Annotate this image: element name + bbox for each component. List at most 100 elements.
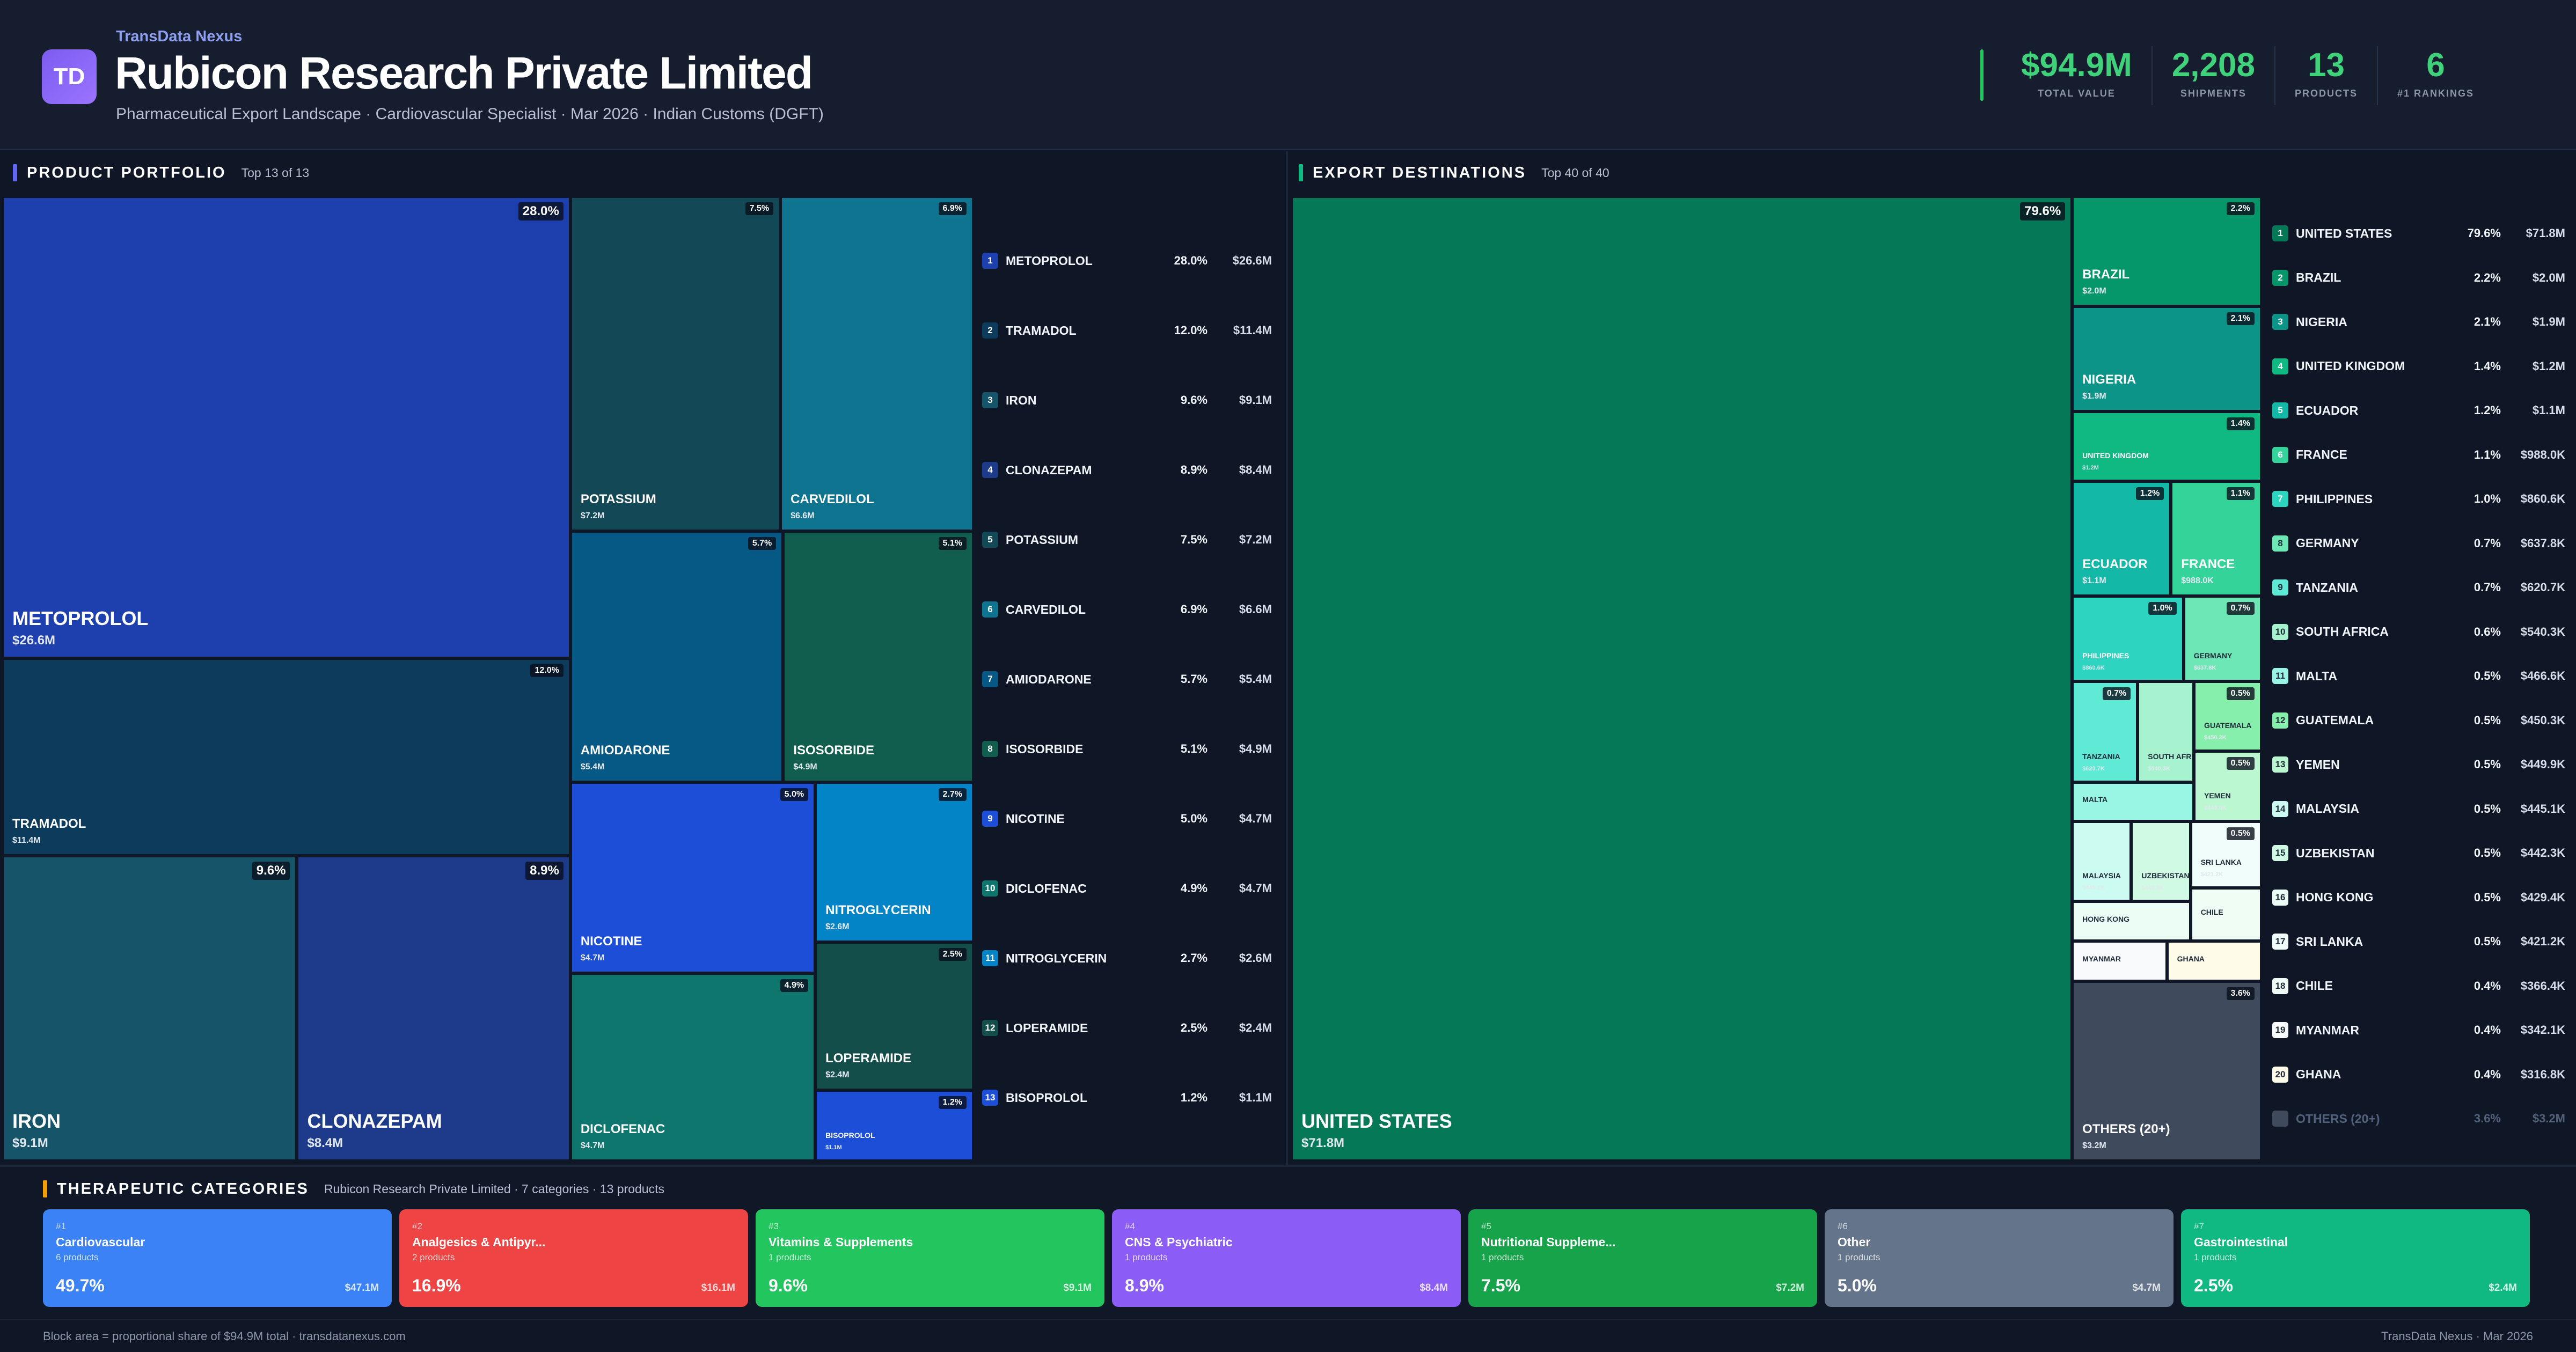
product-list-share: 1.2% — [1180, 1091, 1208, 1104]
destination-tile-ghana[interactable]: GHANA — [2167, 941, 2262, 981]
destination-list-name: SRI LANKA — [2296, 934, 2363, 949]
product-list-item[interactable]: 7 AMIODARONE 5.7% $5.4M — [982, 668, 1272, 690]
product-list-value: $26.6M — [1232, 254, 1272, 267]
category-card-nutritional-suppleme[interactable]: #5 Nutritional Suppleme... 1 products 7.5% $… — [1468, 1209, 1817, 1307]
kpi-label: #1 RANKINGS — [2397, 88, 2475, 99]
section-subtitle: Rubicon Research Private Limited · 7 cat… — [324, 1181, 664, 1196]
destination-tile-value: $421.2K — [2200, 871, 2223, 878]
product-tile-nicotine[interactable]: NICOTINE $4.7M 5.0% — [570, 782, 816, 974]
destination-list-item[interactable]: 19 MYANMAR 0.4% $342.1K — [2272, 1019, 2565, 1041]
product-list-item[interactable]: 6 CARVEDILOL 6.9% $6.6M — [982, 599, 1272, 620]
section-accent-bar — [43, 1180, 47, 1197]
destination-list-item[interactable]: 15 UZBEKISTAN 0.5% $442.3K — [2272, 842, 2565, 864]
product-list-item[interactable]: 12 LOPERAMIDE 2.5% $2.4M — [982, 1017, 1272, 1039]
destination-list-item[interactable]: 9 TANZANIA 0.7% $620.7K — [2272, 577, 2565, 598]
product-list-name: IRON — [1006, 393, 1037, 407]
category-card-analgesics-antipyr[interactable]: #2 Analgesics & Antipyr... 2 products 16.9%… — [399, 1209, 748, 1307]
category-value: $4.7M — [2132, 1282, 2161, 1294]
product-list-item[interactable]: 4 CLONAZEPAM 8.9% $8.4M — [982, 459, 1272, 481]
product-tile-metoprolol[interactable]: METOPROLOL $26.6M 28.0% — [2, 196, 570, 658]
destination-list-name: HONG KONG — [2296, 890, 2374, 904]
destination-tile-tanzania[interactable]: TANZANIA $620.7K 0.7% — [2072, 681, 2138, 783]
destination-tile-malta[interactable]: MALTA — [2072, 782, 2194, 821]
category-card-cardiovascular[interactable]: #1 Cardiovascular 6 products 49.7% $47.1M — [43, 1209, 392, 1307]
destination-list-item[interactable]: 10 SOUTH AFRICA 0.6% $540.3K — [2272, 621, 2565, 643]
category-card-vitamins-supplements[interactable]: #3 Vitamins & Supplements 1 products 9.6% $9… — [756, 1209, 1104, 1307]
product-list-item[interactable]: 3 IRON 9.6% $9.1M — [982, 390, 1272, 411]
destination-tile-hong-kong[interactable]: HONG KONG — [2072, 901, 2191, 942]
product-tile-nitroglycerin[interactable]: NITROGLYCERIN $2.6M 2.7% — [815, 782, 974, 942]
destination-tile-ecuador[interactable]: ECUADOR $1.1M 1.2% — [2072, 481, 2171, 597]
product-tile-potassium[interactable]: POTASSIUM $7.2M 7.5% — [570, 196, 781, 531]
product-tile-isosorbide[interactable]: ISOSORBIDE $4.9M 5.1% — [783, 531, 974, 782]
product-tile-diclofenac[interactable]: DICLOFENAC $4.7M 4.9% — [570, 973, 816, 1161]
product-list-name: BISOPROLOL — [1006, 1090, 1088, 1105]
product-list-item[interactable]: 11 NITROGLYCERIN 2.7% $2.6M — [982, 947, 1272, 969]
destination-tile-value: $450.3K — [2204, 734, 2227, 741]
product-tile-carvedilol[interactable]: CARVEDILOL $6.6M 6.9% — [780, 196, 974, 531]
destination-tile-malaysia[interactable]: MALAYSIA $445.1K — [2072, 821, 2132, 901]
product-list-item[interactable]: 9 NICOTINE 5.0% $4.7M — [982, 808, 1272, 829]
destination-tile-philippines[interactable]: PHILIPPINES $860.6K 1.0% — [2072, 596, 2184, 681]
product-tile-amiodarone[interactable]: AMIODARONE $5.4M 5.7% — [570, 531, 784, 782]
category-card-gastrointestinal[interactable]: #7 Gastrointestinal 1 products 2.5% $2.4M — [2181, 1209, 2530, 1307]
destination-tile-chile[interactable]: CHILE — [2190, 887, 2262, 942]
destination-tile-brazil[interactable]: BRAZIL $2.0M 2.2% — [2072, 196, 2262, 306]
destination-tile-guatemala[interactable]: GUATEMALA $450.3K 0.5% — [2193, 681, 2262, 752]
product-list-item[interactable]: 8 ISOSORBIDE 5.1% $4.9M — [982, 738, 1272, 760]
destination-tile-nigeria[interactable]: NIGERIA $1.9M 2.1% — [2072, 306, 2262, 412]
product-list-item[interactable]: 1 METOPROLOL 28.0% $26.6M — [982, 250, 1272, 271]
destination-list-item[interactable]: 17 SRI LANKA 0.5% $421.2K — [2272, 931, 2565, 952]
destination-tile-name: TANZANIA — [2082, 752, 2120, 761]
destination-tile-germany[interactable]: GERMANY $637.8K 0.7% — [2183, 596, 2262, 681]
product-tile-value: $4.9M — [793, 762, 817, 771]
destination-tile-uzbekistan[interactable]: UZBEKISTAN $442.3K — [2131, 821, 2191, 901]
product-tile-tramadol[interactable]: TRAMADOL $11.4M 12.0% — [2, 658, 570, 856]
destination-tile-others-20[interactable]: OTHERS (20+) $3.2M 3.6% — [2072, 981, 2262, 1161]
category-card-cns-psychiatric[interactable]: #4 CNS & Psychiatric 1 products 8.9% $8.4M — [1112, 1209, 1461, 1307]
destination-list-item[interactable]: 4 UNITED KINGDOM 1.4% $1.2M — [2272, 356, 2565, 377]
footer: Block area = proportional share of $94.9… — [0, 1319, 2576, 1352]
destination-list-item[interactable]: 1 UNITED STATES 79.6% $71.8M — [2272, 223, 2565, 244]
product-tile-value: $26.6M — [12, 633, 56, 648]
kpi-products: 13 PRODUCTS — [2274, 46, 2377, 105]
product-tile-clonazepam[interactable]: CLONAZEPAM $8.4M 8.9% — [297, 856, 570, 1161]
destination-tile-name: SRI LANKA — [2200, 857, 2242, 866]
product-tile-value: $2.4M — [825, 1070, 850, 1079]
destination-tile-myanmar[interactable]: MYANMAR — [2072, 941, 2167, 981]
destination-tile-name: UNITED STATES — [1301, 1110, 1452, 1132]
product-list-item[interactable]: 10 DICLOFENAC 4.9% $4.7M — [982, 878, 1272, 899]
destination-tile-france[interactable]: FRANCE $988.0K 1.1% — [2171, 481, 2262, 597]
product-list-item[interactable]: 2 TRAMADOL 12.0% $11.4M — [982, 320, 1272, 341]
destination-list-item[interactable]: 2 BRAZIL 2.2% $2.0M — [2272, 267, 2565, 289]
destination-list-item[interactable]: 5 ECUADOR 1.2% $1.1M — [2272, 400, 2565, 421]
destination-list-item[interactable]: 20 GHANA 0.4% $316.8K — [2272, 1064, 2565, 1085]
destination-list-item[interactable]: 14 MALAYSIA 0.5% $445.1K — [2272, 798, 2565, 820]
destination-tile-name: UNITED KINGDOM — [2082, 451, 2149, 460]
destination-list-item[interactable]: 6 FRANCE 1.1% $988.0K — [2272, 444, 2565, 466]
destination-tile-sri-lanka[interactable]: SRI LANKA $421.2K 0.5% — [2190, 821, 2262, 888]
product-tile-value: $9.1M — [12, 1135, 48, 1150]
destination-list-item[interactable]: 16 HONG KONG 0.5% $429.4K — [2272, 887, 2565, 908]
category-card-other[interactable]: #6 Other 1 products 5.0% $4.7M — [1825, 1209, 2174, 1307]
kpi-shipments: 2,208 SHIPMENTS — [2151, 46, 2274, 105]
product-list-item[interactable]: 13 BISOPROLOL 1.2% $1.1M — [982, 1087, 1272, 1108]
kpi-value: 6 — [2426, 47, 2445, 84]
destination-list-item[interactable]: 7 PHILIPPINES 1.0% $860.6K — [2272, 488, 2565, 510]
product-tile-iron[interactable]: IRON $9.1M 9.6% — [2, 856, 297, 1161]
destination-tile-south-africa[interactable]: SOUTH AFRICA $540.3K — [2138, 681, 2194, 783]
destination-list-item[interactable]: 11 MALTA 0.5% $466.6K — [2272, 665, 2565, 687]
destination-list-item[interactable]: 13 YEMEN 0.5% $449.9K — [2272, 754, 2565, 775]
destination-tile-united-states[interactable]: UNITED STATES $71.8M 79.6% — [1291, 196, 2073, 1161]
destination-list-item[interactable]: 12 GUATEMALA 0.5% $450.3K — [2272, 710, 2565, 731]
product-list-item[interactable]: 5 POTASSIUM 7.5% $7.2M — [982, 529, 1272, 550]
destination-list-item[interactable]: 8 GERMANY 0.7% $637.8K — [2272, 533, 2565, 554]
product-tile-bisoprolol[interactable]: BISOPROLOL $1.1M 1.2% — [815, 1090, 974, 1161]
product-tile-loperamide[interactable]: LOPERAMIDE $2.4M 2.5% — [815, 942, 974, 1090]
destination-tile-yemen[interactable]: YEMEN $449.9K 0.5% — [2193, 751, 2262, 821]
destination-list-item[interactable]: 3 NIGERIA 2.1% $1.9M — [2272, 311, 2565, 333]
destination-list-item[interactable]: OTHERS (20+) 3.6% $3.2M — [2272, 1108, 2565, 1129]
destination-tile-united-kingdom[interactable]: UNITED KINGDOM $1.2M 1.4% — [2072, 411, 2262, 481]
destination-list-item[interactable]: 18 CHILE 0.4% $366.4K — [2272, 975, 2565, 997]
category-share: 8.9% — [1125, 1276, 1164, 1295]
